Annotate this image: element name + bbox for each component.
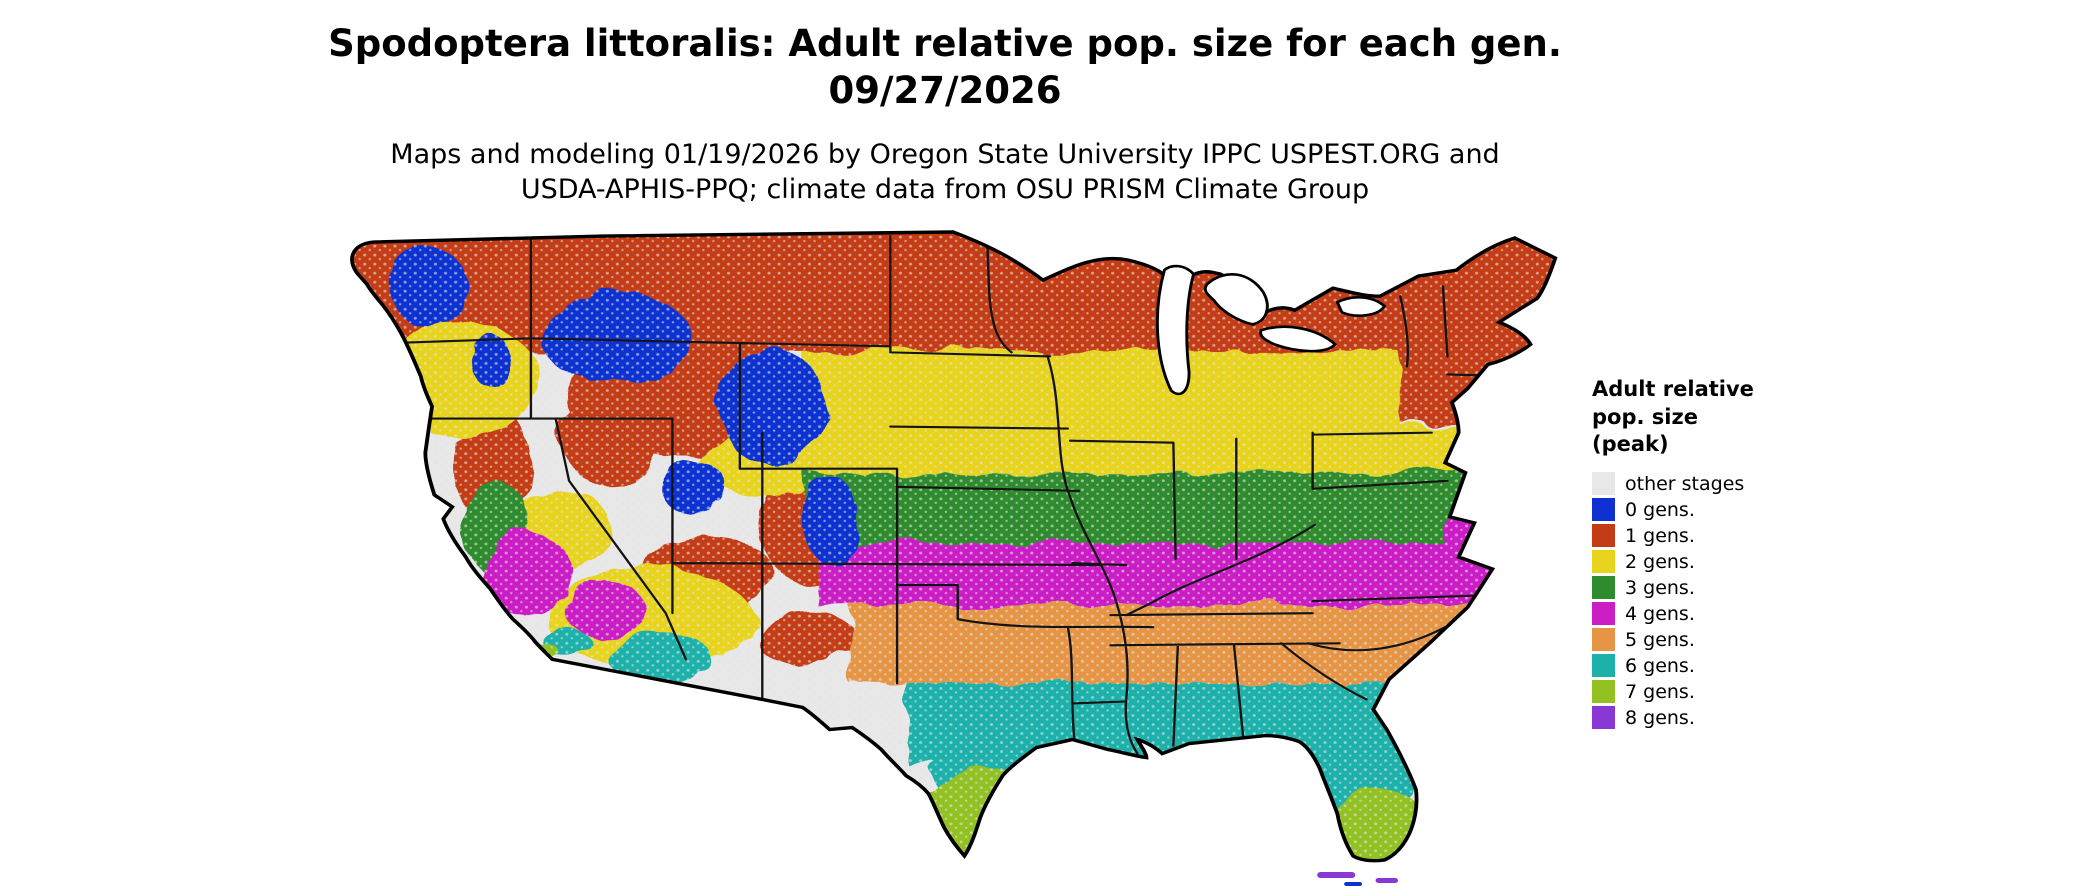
lake-ontario [1335, 296, 1387, 317]
figure-subtitle: Maps and modeling 01/19/2026 by Oregon S… [0, 137, 1890, 208]
legend-item: 8 gens. [1592, 706, 1842, 730]
subtitle-line-2: USDA-APHIS-PPQ; climate data from OSU PR… [520, 174, 1370, 206]
legend-swatch [1592, 550, 1615, 574]
legend-swatch [1592, 628, 1615, 652]
us-map [322, 226, 1562, 888]
legend-swatch [1592, 680, 1615, 704]
figure-header: Spodoptera littoralis: Adult relative po… [0, 20, 1890, 208]
figure-title: Spodoptera littoralis: Adult relative po… [328, 22, 1562, 65]
state-borders [354, 232, 1521, 755]
legend-item: 7 gens. [1592, 680, 1842, 704]
legend-swatch [1592, 602, 1615, 626]
florida-keys-marks [1317, 871, 1399, 886]
lake-erie [1259, 325, 1338, 353]
map-legend: Adult relative pop. size (peak) other st… [1592, 376, 1842, 730]
us-map-svg [350, 230, 1558, 886]
legend-item: other stages [1592, 472, 1842, 496]
legend-swatch [1592, 472, 1615, 496]
legend-label: 0 gens. [1625, 498, 1695, 521]
legend-title-line-3: (peak) [1592, 432, 1669, 457]
figure-date: 09/27/2026 [828, 69, 1062, 113]
legend-title-line-1: Adult relative [1592, 377, 1754, 401]
legend-label: 7 gens. [1625, 680, 1695, 703]
legend-label: 6 gens. [1625, 654, 1695, 677]
lake-michigan [1155, 264, 1196, 396]
legend-item: 2 gens. [1592, 550, 1842, 574]
legend-swatch [1592, 706, 1615, 730]
legend-label: other stages [1625, 472, 1745, 495]
dither-overlay [352, 232, 1556, 861]
legend-items: other stages 0 gens. 1 gens. 2 gens. 3 g… [1592, 472, 1842, 730]
legend-label: 8 gens. [1625, 706, 1695, 729]
legend-label: 2 gens. [1625, 550, 1695, 573]
legend-item: 5 gens. [1592, 628, 1842, 652]
great-lakes [1155, 264, 1387, 396]
legend-item: 3 gens. [1592, 576, 1842, 600]
legend-label: 5 gens. [1625, 628, 1695, 651]
legend-item: 0 gens. [1592, 498, 1842, 522]
legend-swatch [1592, 524, 1615, 548]
legend-label: 1 gens. [1625, 524, 1695, 547]
legend-title-line-2: pop. size [1592, 404, 1698, 429]
lake-huron [1203, 273, 1269, 326]
legend-swatch [1592, 576, 1615, 600]
subtitle-line-1: Maps and modeling 01/19/2026 by Oregon S… [390, 138, 1500, 170]
legend-label: 3 gens. [1625, 576, 1695, 599]
legend-swatch [1592, 654, 1615, 678]
legend-item: 6 gens. [1592, 654, 1842, 678]
legend-title: Adult relative pop. size (peak) [1592, 376, 1842, 459]
legend-item: 4 gens. [1592, 602, 1842, 626]
legend-label: 4 gens. [1625, 602, 1695, 625]
legend-swatch [1592, 498, 1615, 522]
legend-item: 1 gens. [1592, 524, 1842, 548]
